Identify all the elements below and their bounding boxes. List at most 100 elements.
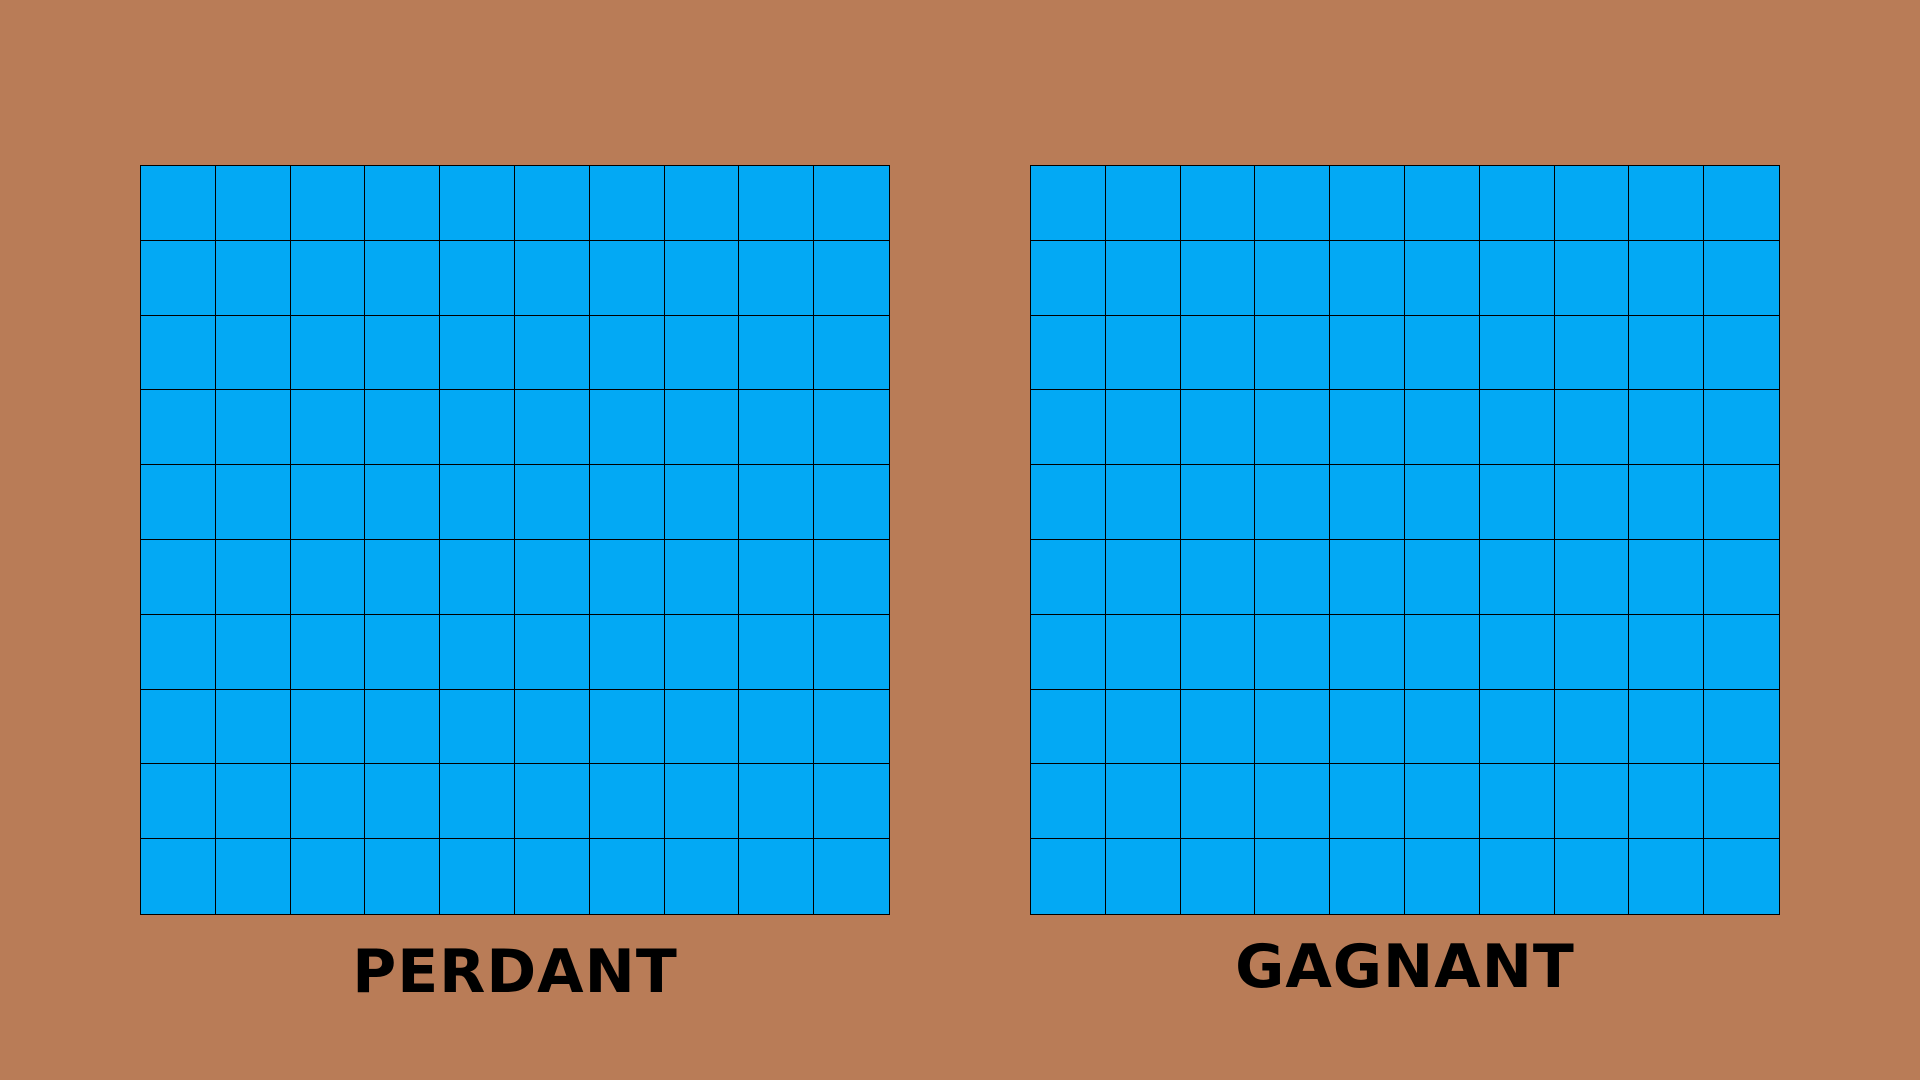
right-board-cell[interactable]	[1554, 390, 1630, 466]
left-board-cell[interactable]	[814, 465, 889, 540]
right-board-cell[interactable]	[1479, 315, 1555, 391]
left-board-cell[interactable]	[664, 390, 740, 466]
right-board-cell[interactable]	[1330, 240, 1405, 316]
right-board-cell[interactable]	[1031, 839, 1106, 914]
left-board-cell[interactable]	[440, 540, 515, 615]
right-board-cell[interactable]	[1405, 390, 1480, 466]
right-board-cell[interactable]	[1105, 764, 1181, 840]
right-board-cell[interactable]	[1629, 166, 1705, 241]
left-board-cell[interactable]	[515, 689, 590, 765]
left-board-cell[interactable]	[141, 390, 216, 466]
right-board-cell[interactable]	[1330, 465, 1405, 540]
left-board-cell[interactable]	[215, 315, 291, 391]
right-board-cell[interactable]	[1255, 540, 1331, 615]
left-board-cell[interactable]	[365, 689, 441, 765]
left-board-cell[interactable]	[739, 166, 815, 241]
left-board-cell[interactable]	[215, 764, 291, 840]
right-board-cell[interactable]	[1330, 390, 1405, 466]
left-board-cell[interactable]	[664, 689, 740, 765]
right-board-cell[interactable]	[1105, 614, 1181, 690]
left-board-cell[interactable]	[739, 614, 815, 690]
left-board-cell[interactable]	[739, 315, 815, 391]
right-board-cell[interactable]	[1180, 689, 1256, 765]
right-board-cell[interactable]	[1105, 540, 1181, 615]
right-board-cell[interactable]	[1031, 465, 1106, 540]
left-board-cell[interactable]	[515, 540, 590, 615]
left-board-cell[interactable]	[215, 614, 291, 690]
left-board-cell[interactable]	[589, 240, 665, 316]
left-board-cell[interactable]	[664, 540, 740, 615]
right-board-cell[interactable]	[1105, 390, 1181, 466]
right-board-cell[interactable]	[1405, 465, 1480, 540]
left-board-cell[interactable]	[589, 390, 665, 466]
left-board-cell[interactable]	[141, 240, 216, 316]
right-board-cell[interactable]	[1704, 465, 1779, 540]
left-board-cell[interactable]	[589, 689, 665, 765]
left-board-cell[interactable]	[365, 839, 441, 914]
right-board-cell[interactable]	[1255, 166, 1331, 241]
left-board-cell[interactable]	[141, 315, 216, 391]
left-board-cell[interactable]	[589, 315, 665, 391]
right-board-cell[interactable]	[1405, 689, 1480, 765]
left-board-cell[interactable]	[215, 465, 291, 540]
right-board-cell[interactable]	[1479, 764, 1555, 840]
right-board-cell[interactable]	[1479, 166, 1555, 241]
right-board-cell[interactable]	[1330, 764, 1405, 840]
right-board-cell[interactable]	[1704, 390, 1779, 466]
right-board-cell[interactable]	[1479, 614, 1555, 690]
left-board-cell[interactable]	[365, 240, 441, 316]
left-board-cell[interactable]	[814, 689, 889, 765]
right-board-cell[interactable]	[1479, 540, 1555, 615]
right-board-cell[interactable]	[1105, 839, 1181, 914]
right-board-cell[interactable]	[1479, 465, 1555, 540]
left-board-cell[interactable]	[440, 390, 515, 466]
right-board-cell[interactable]	[1255, 764, 1331, 840]
right-board-cell[interactable]	[1704, 764, 1779, 840]
right-board-cell[interactable]	[1554, 166, 1630, 241]
left-board-cell[interactable]	[365, 315, 441, 391]
right-board-cell[interactable]	[1405, 240, 1480, 316]
right-board-cell[interactable]	[1330, 315, 1405, 391]
left-board-cell[interactable]	[290, 764, 366, 840]
right-board-cell[interactable]	[1479, 689, 1555, 765]
right-board-cell[interactable]	[1704, 240, 1779, 316]
left-board-cell[interactable]	[440, 315, 515, 391]
left-board-cell[interactable]	[814, 614, 889, 690]
right-board-cell[interactable]	[1105, 689, 1181, 765]
right-board-cell[interactable]	[1405, 839, 1480, 914]
right-board-cell[interactable]	[1405, 315, 1480, 391]
left-board-cell[interactable]	[739, 839, 815, 914]
left-board-cell[interactable]	[141, 465, 216, 540]
right-board-cell[interactable]	[1629, 240, 1705, 316]
left-board-cell[interactable]	[215, 166, 291, 241]
right-board-cell[interactable]	[1180, 540, 1256, 615]
left-board-cell[interactable]	[814, 390, 889, 466]
left-board-cell[interactable]	[440, 240, 515, 316]
right-board-cell[interactable]	[1031, 240, 1106, 316]
right-board-cell[interactable]	[1554, 315, 1630, 391]
right-board-cell[interactable]	[1554, 839, 1630, 914]
left-board-cell[interactable]	[664, 240, 740, 316]
right-board-cell[interactable]	[1330, 839, 1405, 914]
right-board-cell[interactable]	[1554, 540, 1630, 615]
right-board-cell[interactable]	[1629, 315, 1705, 391]
left-board-cell[interactable]	[515, 315, 590, 391]
right-board-cell[interactable]	[1479, 839, 1555, 914]
left-board-cell[interactable]	[290, 390, 366, 466]
left-board-cell[interactable]	[589, 166, 665, 241]
right-board-cell[interactable]	[1629, 764, 1705, 840]
right-board-cell[interactable]	[1105, 166, 1181, 241]
right-board-cell[interactable]	[1255, 839, 1331, 914]
left-board-cell[interactable]	[141, 540, 216, 615]
right-board-cell[interactable]	[1180, 315, 1256, 391]
right-board-cell[interactable]	[1031, 315, 1106, 391]
right-board-cell[interactable]	[1255, 689, 1331, 765]
right-board-cell[interactable]	[1704, 540, 1779, 615]
right-board-cell[interactable]	[1704, 614, 1779, 690]
right-board-cell[interactable]	[1031, 614, 1106, 690]
right-board-cell[interactable]	[1704, 166, 1779, 241]
right-board-cell[interactable]	[1554, 764, 1630, 840]
left-board-cell[interactable]	[440, 614, 515, 690]
left-board-cell[interactable]	[515, 166, 590, 241]
right-board-cell[interactable]	[1031, 764, 1106, 840]
